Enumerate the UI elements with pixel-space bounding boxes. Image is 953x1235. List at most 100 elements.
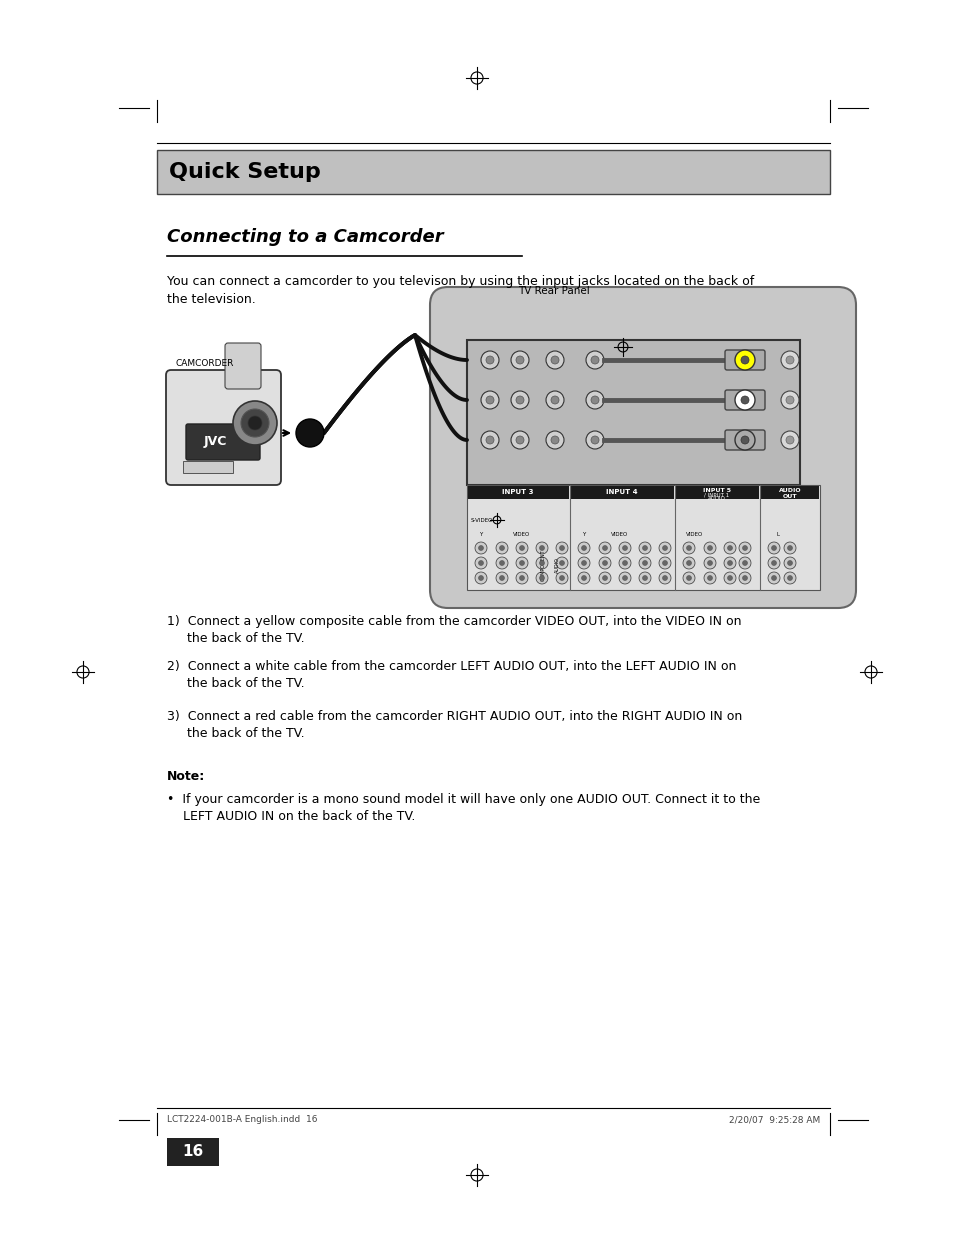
Circle shape xyxy=(661,576,667,580)
Circle shape xyxy=(539,561,544,566)
Circle shape xyxy=(734,390,754,410)
Circle shape xyxy=(516,356,523,364)
Text: TV Rear Panel: TV Rear Panel xyxy=(517,287,589,296)
Circle shape xyxy=(785,396,793,404)
Circle shape xyxy=(639,572,650,584)
Circle shape xyxy=(767,542,780,555)
Circle shape xyxy=(618,572,630,584)
Circle shape xyxy=(598,572,610,584)
Circle shape xyxy=(686,546,691,551)
Circle shape xyxy=(295,419,324,447)
Circle shape xyxy=(558,546,564,551)
Circle shape xyxy=(703,542,716,555)
Circle shape xyxy=(781,391,799,409)
Circle shape xyxy=(590,356,598,364)
Circle shape xyxy=(499,576,504,580)
Circle shape xyxy=(739,572,750,584)
Circle shape xyxy=(618,542,630,555)
Circle shape xyxy=(475,572,486,584)
Circle shape xyxy=(539,576,544,580)
Circle shape xyxy=(723,542,735,555)
Text: Y: Y xyxy=(581,532,585,537)
Text: / INPUT 1: / INPUT 1 xyxy=(703,493,729,498)
Circle shape xyxy=(485,436,494,445)
Circle shape xyxy=(516,542,527,555)
Circle shape xyxy=(480,391,498,409)
Circle shape xyxy=(781,431,799,450)
Text: Y: Y xyxy=(478,532,482,537)
FancyBboxPatch shape xyxy=(571,487,673,499)
Circle shape xyxy=(622,546,627,551)
Text: 2/20/07  9:25:28 AM: 2/20/07 9:25:28 AM xyxy=(728,1115,820,1125)
FancyBboxPatch shape xyxy=(467,485,820,590)
Text: Connecting to a Camcorder: Connecting to a Camcorder xyxy=(167,228,443,246)
Circle shape xyxy=(578,542,589,555)
Circle shape xyxy=(739,542,750,555)
FancyBboxPatch shape xyxy=(157,149,829,194)
Circle shape xyxy=(539,546,544,551)
FancyBboxPatch shape xyxy=(467,340,800,485)
Circle shape xyxy=(556,542,567,555)
Circle shape xyxy=(499,561,504,566)
Circle shape xyxy=(734,430,754,450)
Text: Quick Setup: Quick Setup xyxy=(169,162,320,182)
Circle shape xyxy=(727,561,732,566)
Circle shape xyxy=(496,542,507,555)
Circle shape xyxy=(641,546,647,551)
Circle shape xyxy=(480,431,498,450)
Circle shape xyxy=(581,546,586,551)
Text: JVC: JVC xyxy=(203,436,227,448)
Circle shape xyxy=(602,576,607,580)
Circle shape xyxy=(641,576,647,580)
Text: OUT: OUT xyxy=(781,494,797,499)
Circle shape xyxy=(581,561,586,566)
Circle shape xyxy=(551,396,558,404)
Circle shape xyxy=(585,351,603,369)
Circle shape xyxy=(519,561,524,566)
Circle shape xyxy=(516,557,527,569)
Circle shape xyxy=(639,557,650,569)
Circle shape xyxy=(475,557,486,569)
Circle shape xyxy=(639,542,650,555)
Text: INPUT 3: INPUT 3 xyxy=(501,489,533,495)
Circle shape xyxy=(496,557,507,569)
Circle shape xyxy=(659,557,670,569)
Circle shape xyxy=(558,561,564,566)
Circle shape xyxy=(767,557,780,569)
Circle shape xyxy=(682,557,695,569)
Text: AUDIO: AUDIO xyxy=(778,488,801,493)
Circle shape xyxy=(786,576,792,580)
Circle shape xyxy=(556,557,567,569)
Circle shape xyxy=(551,436,558,445)
Text: Note:: Note: xyxy=(167,769,205,783)
Circle shape xyxy=(785,356,793,364)
Circle shape xyxy=(707,576,712,580)
Circle shape xyxy=(516,436,523,445)
Circle shape xyxy=(241,409,269,437)
Text: 1)  Connect a yellow composite cable from the camcorder VIDEO OUT, into the VIDE: 1) Connect a yellow composite cable from… xyxy=(167,615,740,645)
Circle shape xyxy=(618,557,630,569)
Circle shape xyxy=(485,396,494,404)
Text: 3)  Connect a red cable from the camcorder RIGHT AUDIO OUT, into the RIGHT AUDIO: 3) Connect a red cable from the camcorde… xyxy=(167,710,741,740)
Circle shape xyxy=(771,576,776,580)
Circle shape xyxy=(536,572,547,584)
Circle shape xyxy=(590,396,598,404)
FancyBboxPatch shape xyxy=(166,370,281,485)
FancyBboxPatch shape xyxy=(430,287,855,608)
Circle shape xyxy=(727,576,732,580)
Circle shape xyxy=(496,572,507,584)
Circle shape xyxy=(661,546,667,551)
Circle shape xyxy=(545,431,563,450)
Circle shape xyxy=(783,542,795,555)
Circle shape xyxy=(598,557,610,569)
Text: INPUT 5: INPUT 5 xyxy=(702,488,730,493)
Circle shape xyxy=(248,416,262,430)
Text: 16: 16 xyxy=(182,1145,203,1160)
Circle shape xyxy=(578,557,589,569)
Text: S-VIDEO: S-VIDEO xyxy=(471,517,493,522)
Circle shape xyxy=(602,561,607,566)
Circle shape xyxy=(516,396,523,404)
Circle shape xyxy=(682,572,695,584)
Circle shape xyxy=(598,542,610,555)
Circle shape xyxy=(558,576,564,580)
